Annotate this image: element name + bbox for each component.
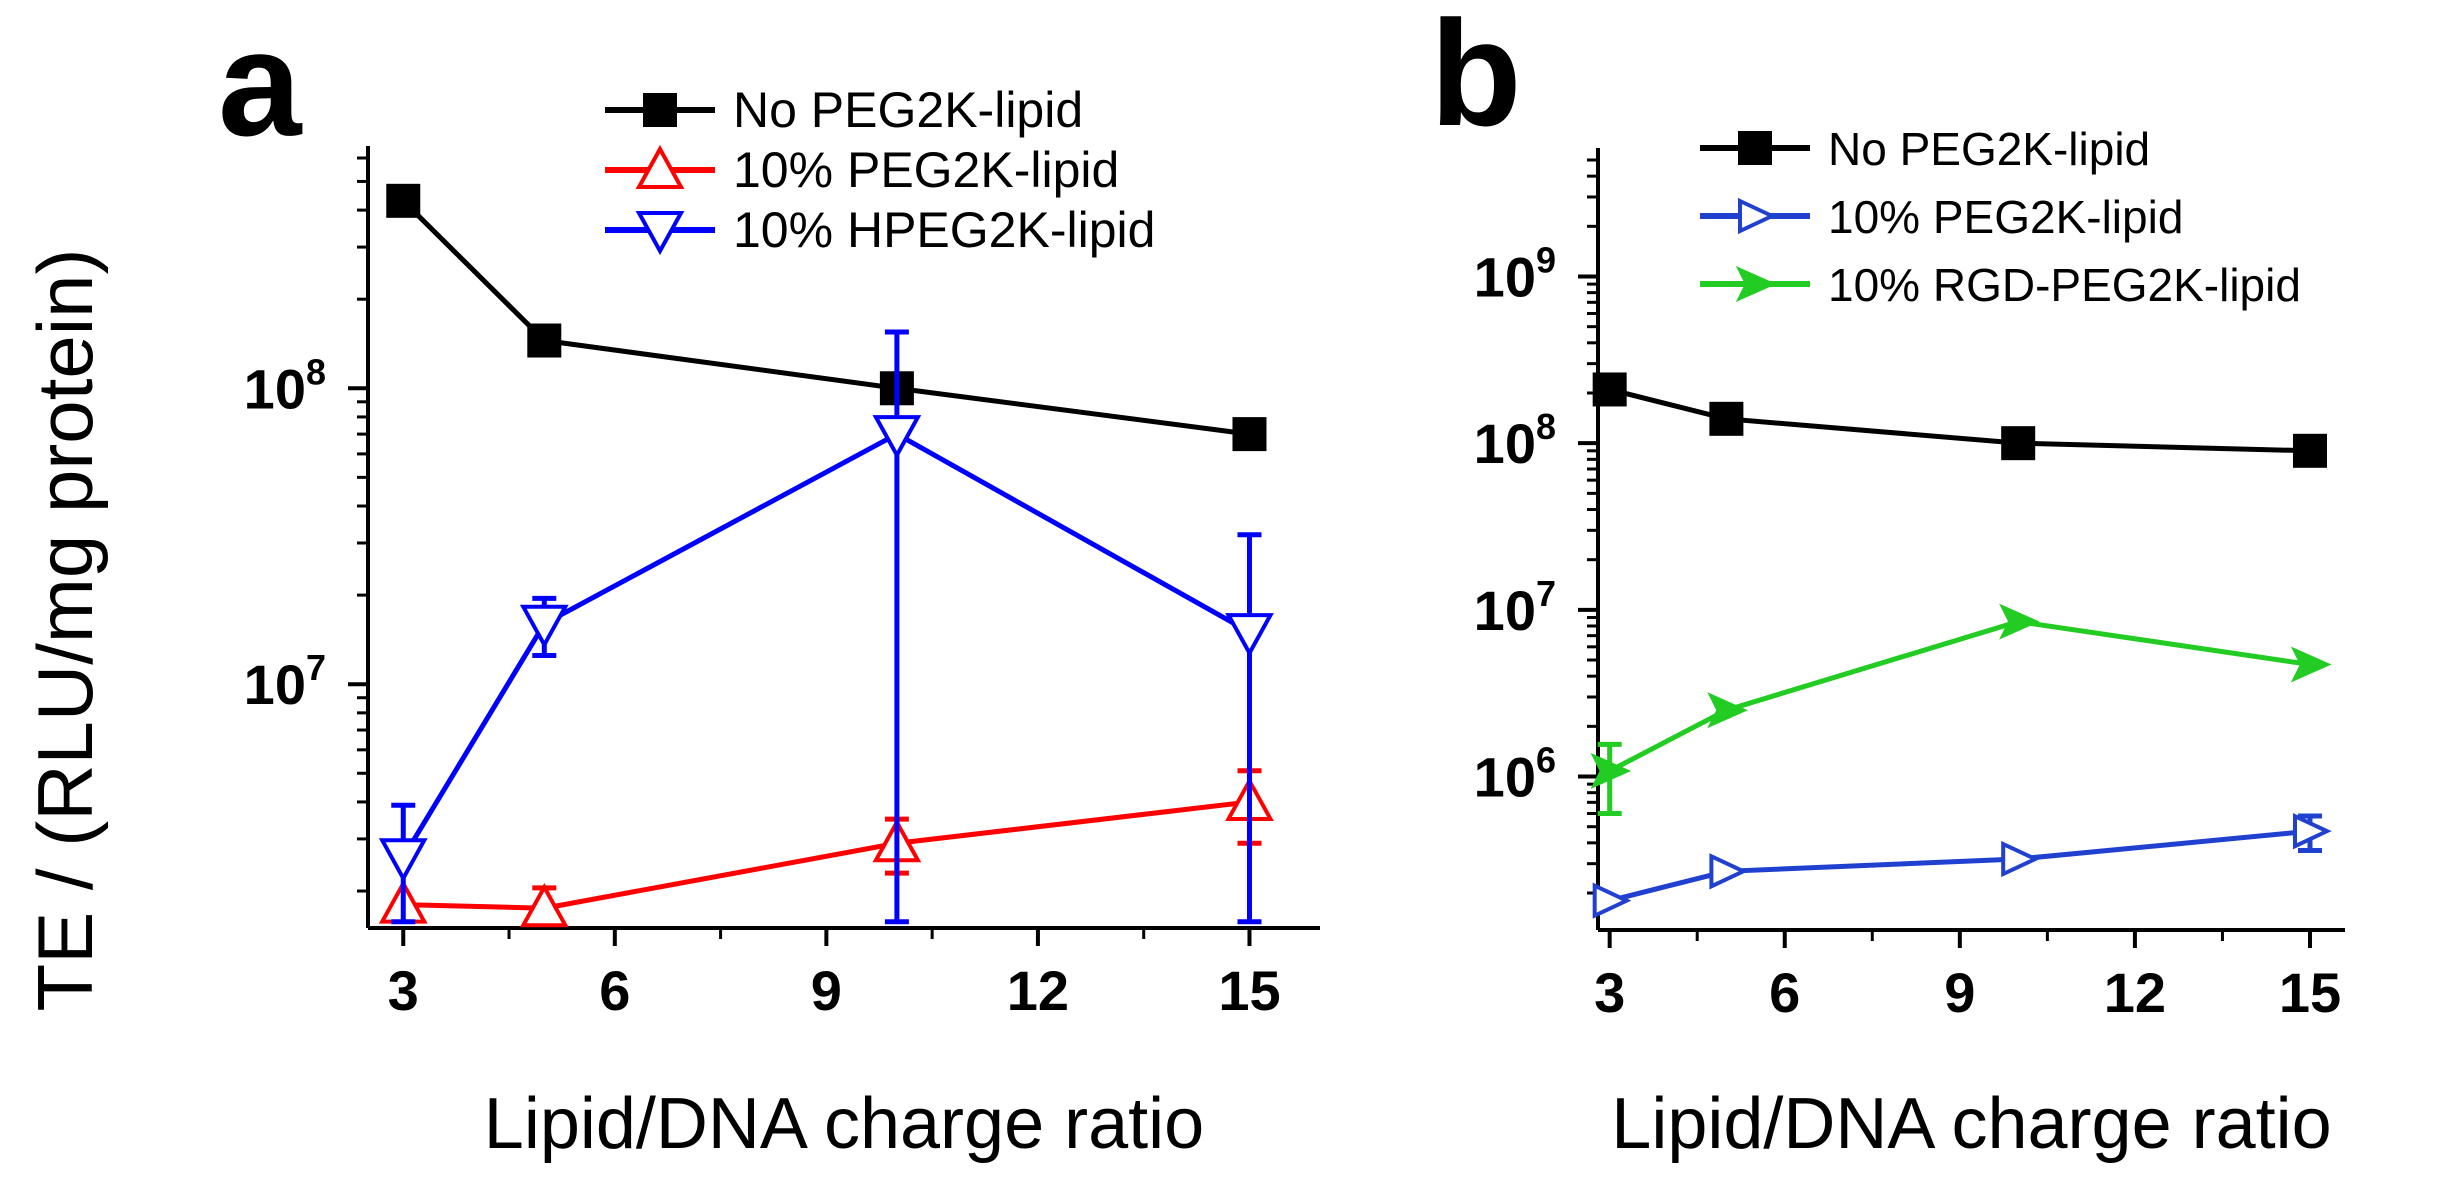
legend-label: 10% PEG2K-lipid bbox=[1828, 191, 2183, 243]
data-point bbox=[2292, 813, 2332, 850]
legend-entry: 10% PEG2K-lipid bbox=[605, 142, 1119, 198]
series-2 bbox=[1590, 603, 2332, 816]
x-tick-label: 12 bbox=[2104, 961, 2166, 1024]
x-axis-title: Lipid/DNA charge ratio bbox=[484, 1084, 1204, 1164]
data-point bbox=[378, 838, 428, 883]
series-line bbox=[1608, 619, 2311, 774]
data-point bbox=[1709, 401, 1744, 436]
data-point bbox=[1225, 613, 1274, 658]
legend-label: No PEG2K-lipid bbox=[1828, 123, 2150, 175]
x-tick-label: 6 bbox=[599, 959, 630, 1022]
data-point bbox=[1592, 372, 1627, 407]
panel-letter-b: b bbox=[1430, 0, 1522, 157]
panel-letter-a: a bbox=[218, 0, 303, 167]
series-0 bbox=[386, 183, 1267, 452]
legend-entry: 10% HPEG2K-lipid bbox=[605, 202, 1155, 258]
data-point bbox=[1707, 692, 1748, 729]
data-point bbox=[527, 323, 562, 358]
y-tick-label: 108 bbox=[244, 351, 326, 420]
legend-entry: No PEG2K-lipid bbox=[1700, 123, 2150, 175]
legend-marker bbox=[643, 93, 677, 127]
x-tick-label: 12 bbox=[1007, 959, 1069, 1022]
series-line bbox=[403, 799, 1250, 911]
x-tick-label: 3 bbox=[1594, 961, 1625, 1024]
series-line bbox=[401, 431, 1251, 859]
panel-b-chart: b 106 107 108 109 3 6 9 12 15 Lipid/DNA charge rat… bbox=[1430, 0, 2345, 1164]
data-point bbox=[1999, 603, 2040, 640]
legend-entry: 10% PEG2K-lipid bbox=[1700, 191, 2183, 243]
data-point bbox=[519, 883, 569, 928]
data-point bbox=[1592, 882, 1632, 919]
legend-marker bbox=[635, 144, 685, 189]
series-1 bbox=[1592, 813, 2332, 919]
x-tick-label: 3 bbox=[388, 959, 419, 1022]
legend-label: 10% PEG2K-lipid bbox=[733, 142, 1119, 198]
legend-entry: 10% RGD-PEG2K-lipid bbox=[1700, 259, 2301, 311]
data-point bbox=[386, 183, 421, 218]
x-tick-label: 15 bbox=[2279, 961, 2341, 1024]
series-1 bbox=[378, 768, 1274, 928]
x-tick-label: 9 bbox=[811, 959, 842, 1022]
data-point bbox=[872, 415, 922, 460]
data-point bbox=[2290, 646, 2332, 683]
x-tick-label: 15 bbox=[1218, 959, 1280, 1022]
series-line bbox=[401, 199, 1250, 437]
series-line bbox=[1609, 387, 2311, 454]
x-tick-label: 9 bbox=[1944, 961, 1975, 1024]
y-tick-label: 108 bbox=[1474, 406, 1556, 475]
y-axis-title: TE / (RLU/mg protein) bbox=[21, 249, 109, 1012]
legend-label: 10% RGD-PEG2K-lipid bbox=[1828, 259, 2301, 311]
y-tick-label: 107 bbox=[244, 647, 326, 716]
legend-entry: No PEG2K-lipid bbox=[605, 82, 1083, 138]
legend-marker bbox=[1738, 131, 1772, 165]
legend-label: 10% HPEG2K-lipid bbox=[733, 202, 1155, 258]
data-point bbox=[1590, 752, 1632, 789]
legend-label: No PEG2K-lipid bbox=[733, 82, 1083, 138]
data-point bbox=[1232, 417, 1267, 452]
series-line bbox=[1609, 828, 2311, 904]
data-point bbox=[2001, 426, 2036, 461]
data-point bbox=[2001, 840, 2040, 878]
data-point bbox=[2292, 433, 2327, 468]
y-tick-label: 107 bbox=[1474, 573, 1556, 642]
y-tick-label: 109 bbox=[1474, 240, 1556, 309]
x-axis-title: Lipid/DNA charge ratio bbox=[1611, 1084, 2331, 1164]
data-point bbox=[1709, 853, 1749, 890]
series-2 bbox=[378, 329, 1274, 925]
x-tick-label: 6 bbox=[1769, 961, 1800, 1024]
y-tick-label: 106 bbox=[1474, 740, 1556, 809]
legend-marker bbox=[1738, 197, 1777, 235]
legend-marker bbox=[635, 211, 685, 256]
data-point bbox=[519, 604, 569, 649]
series-0 bbox=[1592, 372, 2327, 468]
legend-marker bbox=[1735, 265, 1777, 303]
